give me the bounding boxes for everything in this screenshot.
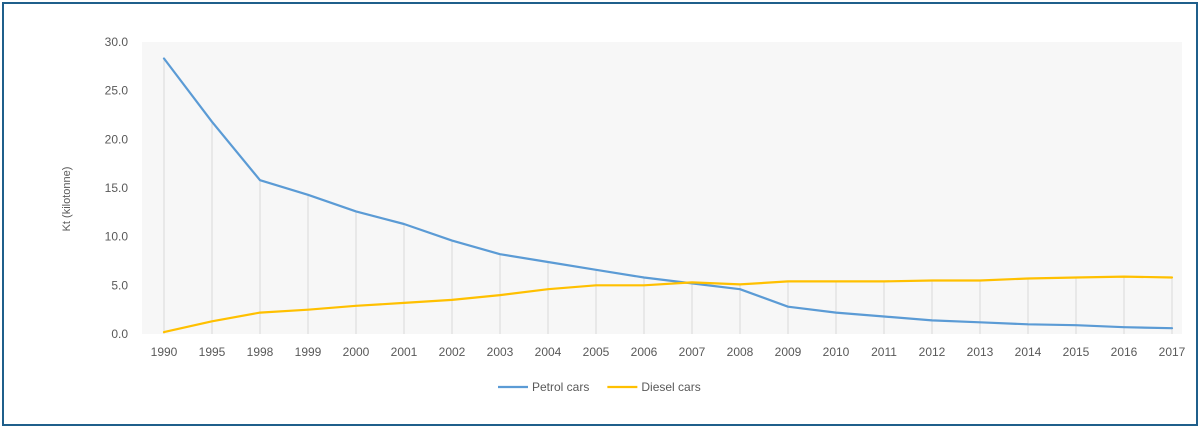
y-axis-ticks: 0.0 5.0 10.0 15.0 20.0 25.0 30.0 <box>105 35 129 341</box>
x-tick-label: 2016 <box>1111 345 1138 359</box>
x-tick-label: 2000 <box>343 345 370 359</box>
legend-label-diesel-cars: Diesel cars <box>641 380 700 394</box>
x-tick-label: 2004 <box>535 345 562 359</box>
y-tick-label: 25.0 <box>105 84 129 98</box>
y-tick-label: 5.0 <box>111 278 128 292</box>
x-tick-label: 1990 <box>151 345 178 359</box>
series-line-diesel-cars <box>162 275 1174 334</box>
series-line-petrol-cars <box>162 57 1174 330</box>
y-tick-label: 10.0 <box>105 230 129 244</box>
x-tick-label: 2017 <box>1159 345 1186 359</box>
x-axis-ticks: 1990 1995 1998 1999 2000 2001 2002 2003 2004 2005… <box>151 345 1186 359</box>
x-tick-label: 2012 <box>919 345 946 359</box>
x-tick-label: 2007 <box>679 345 706 359</box>
line-chart: 0.05.010.015.020.025.030.0 1990 1995 1998 1… <box>61 35 1186 394</box>
x-tick-label: 2009 <box>775 345 802 359</box>
x-tick-label: 2011 <box>871 345 897 359</box>
x-tick-label: 2003 <box>487 345 514 359</box>
y-tick-label: 0.0 <box>111 327 128 341</box>
x-tick-label: 2008 <box>727 345 754 359</box>
legend-label-petrol-cars: Petrol cars <box>532 380 589 394</box>
x-tick-label: 2015 <box>1063 345 1090 359</box>
y-tick-label: 20.0 <box>105 132 129 146</box>
x-tick-label: 2002 <box>439 345 466 359</box>
plot-area-background <box>142 42 1182 334</box>
series-layer <box>162 57 1174 334</box>
x-tick-label: 1995 <box>199 345 226 359</box>
x-tick-label: 2010 <box>823 345 850 359</box>
x-tick-label: 1999 <box>295 345 322 359</box>
chart-frame: 0.0 5.0 10.0 15.0 20.0 25.0 30.0 1990 1995 1998 1… <box>2 2 1198 426</box>
y-axis-label: Kt (kilotonne) <box>61 167 73 232</box>
x-tick-label: 2013 <box>967 345 994 359</box>
y-tick-label: 15.0 <box>105 181 129 195</box>
x-tick-label: 2014 <box>1015 345 1042 359</box>
x-tick-label: 2006 <box>631 345 658 359</box>
y-tick-label: 30.0 <box>105 35 129 49</box>
x-tick-label: 2001 <box>391 345 418 359</box>
x-tick-label: 2005 <box>583 345 610 359</box>
legend: Petrol cars Diesel cars <box>498 380 701 394</box>
x-tick-label: 1998 <box>247 345 274 359</box>
